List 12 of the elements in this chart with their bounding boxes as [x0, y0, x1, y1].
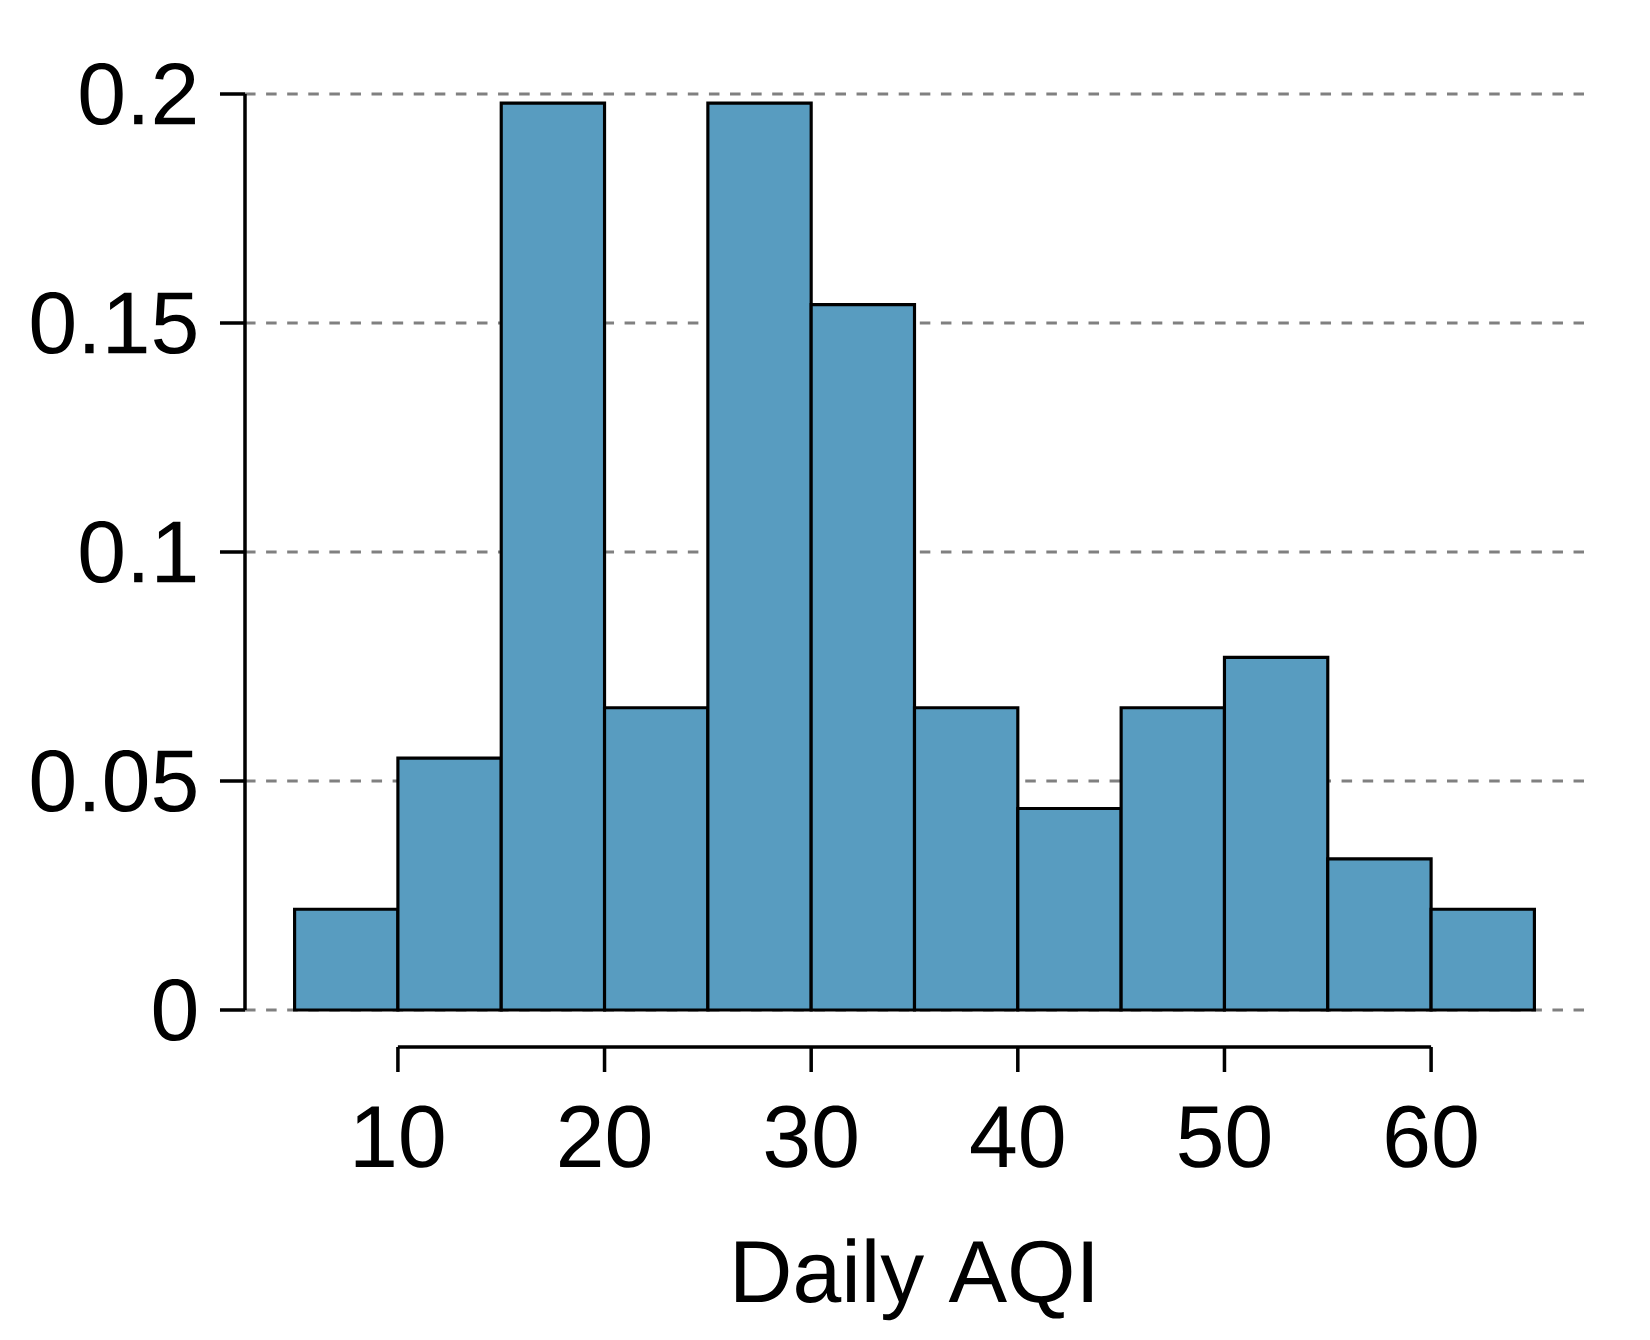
y-tick-label: 0 [153, 978, 196, 1042]
y-tick-label: 0.05 [31, 749, 196, 813]
x-tick-label: 60 [1386, 1105, 1477, 1168]
y-tick-label: 0.1 [80, 520, 196, 584]
x-tick-label: 50 [1179, 1105, 1270, 1168]
x-tick-label: 40 [970, 1105, 1064, 1168]
y-tick-label: 0.15 [31, 291, 196, 355]
x-tick-label: 20 [560, 1105, 650, 1168]
x-axis-title: Daily AQI [736, 1238, 1092, 1321]
y-tick-label: 0.2 [80, 62, 195, 126]
x-tick-label: 10 [355, 1105, 444, 1168]
x-tick-label: 30 [765, 1105, 857, 1168]
